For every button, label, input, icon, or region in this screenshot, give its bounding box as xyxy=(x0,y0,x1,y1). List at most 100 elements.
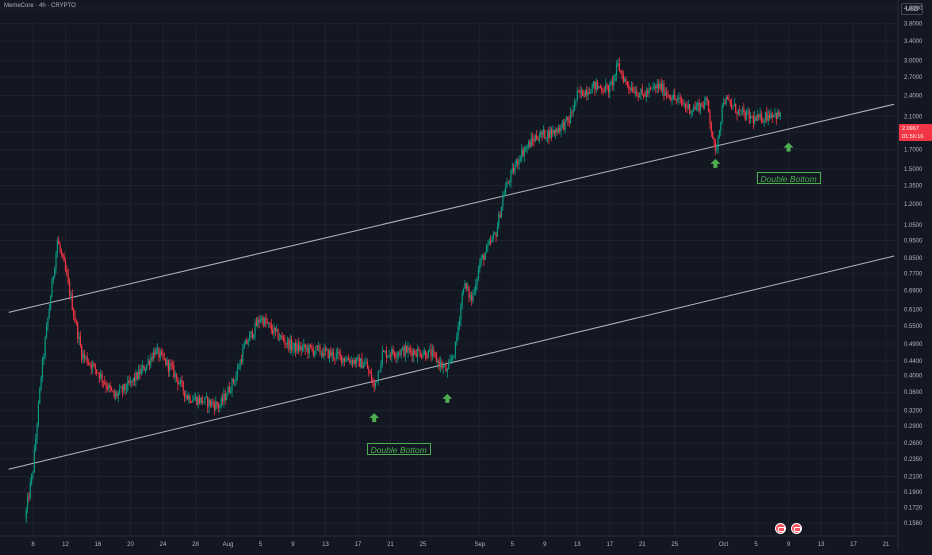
candle-body xyxy=(652,87,654,88)
candle-body xyxy=(247,341,249,344)
candle-body xyxy=(280,335,282,339)
candle-body xyxy=(309,344,312,347)
candle-body xyxy=(750,116,752,120)
x-tick-label: 25 xyxy=(671,542,678,548)
candle-body xyxy=(526,146,528,148)
annotation-double-bottom-aug[interactable]: Double Bottom xyxy=(366,443,431,456)
candle-body xyxy=(26,497,29,510)
candle-body xyxy=(545,138,547,140)
candle-body xyxy=(698,102,700,112)
candle-body xyxy=(690,111,692,114)
candle-body xyxy=(686,106,688,108)
bar-countdown: 01:56:16 xyxy=(902,134,924,140)
candle-body xyxy=(755,116,757,121)
candle-body xyxy=(148,360,151,365)
candle-body xyxy=(355,357,358,364)
currency-button[interactable]: USD xyxy=(901,3,923,15)
candle-body xyxy=(602,90,604,92)
candle-body xyxy=(438,360,440,367)
channel-lines[interactable] xyxy=(8,103,895,470)
candle-body xyxy=(368,368,370,372)
candle-body xyxy=(513,167,515,172)
candle-body xyxy=(35,438,37,450)
candle-body xyxy=(66,269,68,275)
candle-body xyxy=(722,103,725,106)
candle-body xyxy=(434,352,436,356)
candle-body xyxy=(25,509,27,520)
candle-body xyxy=(192,400,194,403)
candle-body xyxy=(694,106,696,109)
candle-body xyxy=(578,90,580,92)
candle-body xyxy=(655,86,657,89)
x-tick-label: 13 xyxy=(574,542,581,548)
candle-body xyxy=(621,71,623,76)
event-calendar-icon[interactable] xyxy=(791,523,803,534)
candle-body xyxy=(586,90,588,96)
candle-body xyxy=(114,393,117,397)
candle-body xyxy=(288,339,290,350)
candle-body xyxy=(579,91,581,94)
candle-body xyxy=(771,113,773,118)
candle-body xyxy=(488,240,490,245)
candle-body xyxy=(322,353,324,357)
y-tick-label: 0.6100 xyxy=(904,308,923,314)
candle-body xyxy=(736,112,738,115)
candle-body xyxy=(360,358,362,367)
annotation-double-bottom-oct[interactable]: Double Bottom xyxy=(756,171,821,184)
candle-body xyxy=(456,336,458,343)
x-tick-label: 21 xyxy=(883,542,890,548)
candle-body xyxy=(208,399,210,408)
candle-body xyxy=(699,103,702,112)
candle-body xyxy=(476,278,478,285)
candle-body xyxy=(139,369,141,375)
candle-body xyxy=(292,347,294,350)
y-tick-label: 1.0500 xyxy=(904,223,923,229)
candle-body xyxy=(146,364,148,369)
candle-body xyxy=(161,351,163,353)
candle-body xyxy=(568,119,570,123)
candle-body xyxy=(282,337,285,341)
candle-body xyxy=(744,112,746,120)
candle-body xyxy=(751,116,753,117)
candle-body xyxy=(519,159,522,160)
candle-body xyxy=(587,92,589,96)
candle-body xyxy=(457,326,459,337)
candle-body xyxy=(70,294,72,296)
candle-body xyxy=(591,85,593,94)
candle-body xyxy=(399,352,401,355)
candle-body xyxy=(640,89,642,95)
y-tick-label: 2.7000 xyxy=(904,75,923,81)
candle-body xyxy=(511,167,513,172)
y-tick-label: 1.2000 xyxy=(904,202,923,208)
candle-body xyxy=(575,100,577,101)
candle-body xyxy=(601,87,603,91)
candle-body xyxy=(599,86,601,88)
symbol-label[interactable]: MemeCore · 4h · CRYPTO xyxy=(4,3,76,9)
candle-body xyxy=(502,197,504,207)
x-tick-label: 13 xyxy=(322,542,329,548)
candle-body xyxy=(174,373,176,377)
candle-body xyxy=(449,360,451,363)
candle-body xyxy=(454,342,457,356)
candle-body xyxy=(651,87,653,89)
candle-body xyxy=(373,383,375,387)
candle-body xyxy=(133,377,136,382)
x-tick-label: Aug xyxy=(223,542,234,548)
candle-body xyxy=(687,104,689,108)
event-calendar-icon[interactable] xyxy=(774,523,786,534)
candle-body xyxy=(228,387,230,393)
candle-body xyxy=(485,245,488,254)
candle-body xyxy=(410,349,412,352)
x-tick-label: 9 xyxy=(543,542,547,548)
candle-body xyxy=(116,393,118,397)
candle-body xyxy=(276,329,278,331)
candle-body xyxy=(760,113,763,122)
candle-body xyxy=(739,109,741,111)
candle-body xyxy=(758,114,760,117)
candle-body xyxy=(77,322,79,339)
candle-body xyxy=(91,363,94,369)
candle-body xyxy=(253,334,255,338)
candle-body xyxy=(273,327,275,334)
